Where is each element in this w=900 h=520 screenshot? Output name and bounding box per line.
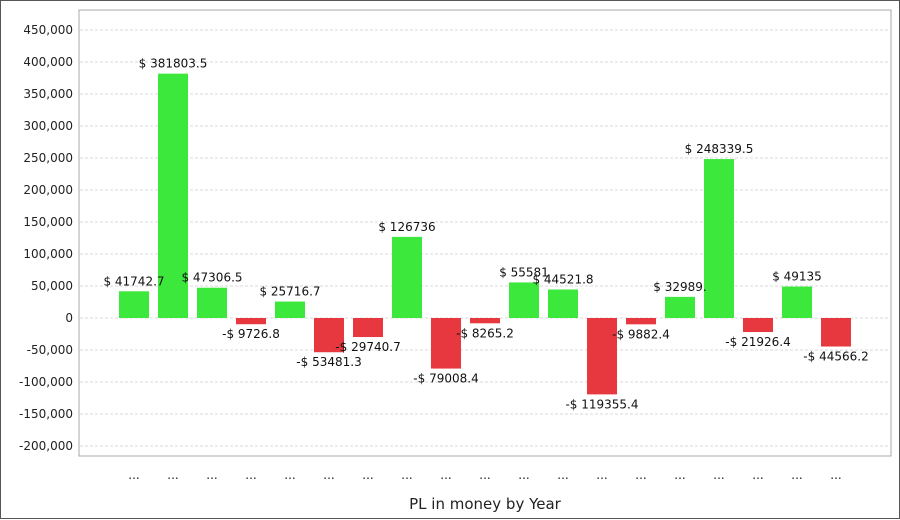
- data-label: -$ 44566.2: [803, 350, 868, 364]
- bar[interactable]: [353, 318, 383, 338]
- bar[interactable]: [470, 318, 500, 324]
- bar[interactable]: [509, 282, 539, 318]
- data-label: $ 44521.8: [532, 273, 593, 287]
- y-tick-label: 300,000: [23, 119, 73, 133]
- data-label: -$ 119355.4: [565, 397, 638, 411]
- y-tick-label: 400,000: [23, 55, 73, 69]
- y-tick-label: -150,000: [19, 407, 73, 421]
- data-label: $ 381803.5: [139, 57, 208, 71]
- x-tick-label: ...: [206, 468, 217, 482]
- x-tick-label: ...: [128, 468, 139, 482]
- data-label: -$ 29740.7: [335, 340, 400, 354]
- bar[interactable]: [197, 287, 227, 318]
- x-tick-label: ...: [284, 468, 295, 482]
- x-tick-label: ...: [830, 468, 841, 482]
- bar[interactable]: [275, 301, 305, 318]
- bar[interactable]: [626, 318, 656, 325]
- bar[interactable]: [782, 286, 812, 318]
- bar[interactable]: [587, 318, 617, 395]
- x-tick-label: ...: [440, 468, 451, 482]
- x-tick-label: ...: [674, 468, 685, 482]
- bar[interactable]: [158, 73, 188, 319]
- data-label: $ 49135: [772, 270, 822, 284]
- data-label: -$ 9882.4: [612, 327, 670, 341]
- x-tick-label: ...: [323, 468, 334, 482]
- y-tick-label: 100,000: [23, 247, 73, 261]
- y-tick-label: 50,000: [31, 279, 73, 293]
- plot-area: [78, 9, 892, 457]
- x-axis-label: PL in money by Year: [409, 495, 562, 513]
- data-label: $ 47306.5: [181, 271, 242, 285]
- bar[interactable]: [821, 318, 851, 347]
- bar[interactable]: [704, 159, 734, 318]
- x-tick-label: ...: [479, 468, 490, 482]
- bar[interactable]: [548, 289, 578, 318]
- data-label: $ 126736: [378, 220, 435, 234]
- x-tick-label: ...: [752, 468, 763, 482]
- data-label: $ 248339.5: [685, 142, 754, 156]
- bar[interactable]: [314, 318, 344, 353]
- y-tick-label: -200,000: [19, 439, 73, 453]
- x-tick-label: ...: [557, 468, 568, 482]
- data-label: -$ 9726.8: [222, 327, 280, 341]
- x-tick-label: ...: [713, 468, 724, 482]
- x-tick-label: ...: [362, 468, 373, 482]
- x-tick-label: ...: [245, 468, 256, 482]
- bar[interactable]: [665, 296, 695, 318]
- bar[interactable]: [392, 236, 422, 318]
- bar[interactable]: [119, 291, 149, 318]
- x-tick-label: ...: [635, 468, 646, 482]
- y-tick-label: 150,000: [23, 215, 73, 229]
- x-tick-label: ...: [167, 468, 178, 482]
- y-tick-label: 350,000: [23, 87, 73, 101]
- x-tick-label: ...: [791, 468, 802, 482]
- data-label: -$ 79008.4: [413, 372, 478, 386]
- bar[interactable]: [743, 318, 773, 333]
- x-tick-label: ...: [401, 468, 412, 482]
- data-label: -$ 21926.4: [725, 335, 790, 349]
- bar[interactable]: [236, 318, 266, 325]
- data-label: $ 55581: [499, 265, 549, 279]
- data-label: $ 41742.7: [103, 274, 164, 288]
- data-label: -$ 8265.2: [456, 326, 514, 340]
- y-tick-label: 0: [65, 311, 73, 325]
- y-tick-label: 200,000: [23, 183, 73, 197]
- bar[interactable]: [431, 318, 461, 369]
- y-tick-label: -100,000: [19, 375, 73, 389]
- y-tick-label: 450,000: [23, 23, 73, 37]
- x-tick-label: ...: [596, 468, 607, 482]
- y-tick-label: -50,000: [27, 343, 73, 357]
- data-label: $ 32989.: [653, 280, 706, 294]
- data-label: -$ 53481.3: [296, 355, 361, 369]
- y-tick-label: 250,000: [23, 151, 73, 165]
- x-tick-label: ...: [518, 468, 529, 482]
- data-label: $ 25716.7: [259, 285, 320, 299]
